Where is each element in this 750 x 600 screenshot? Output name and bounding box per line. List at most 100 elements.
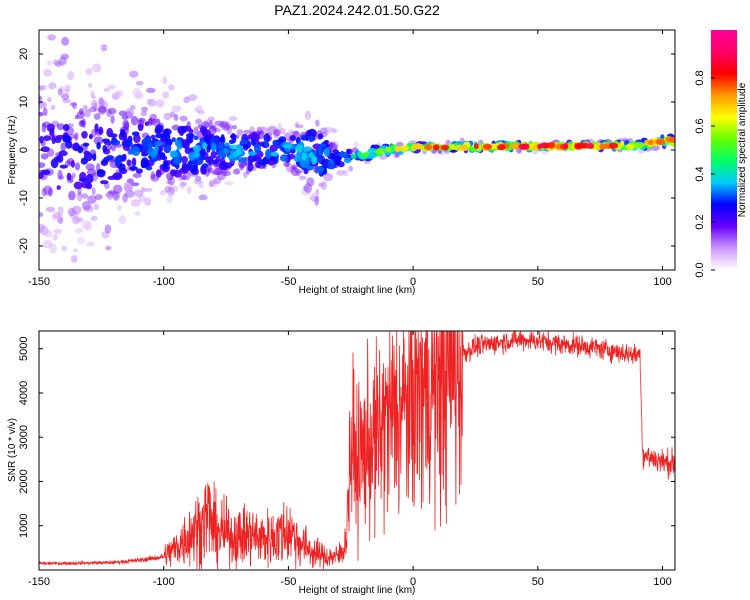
spectrogram-cell: [412, 143, 422, 150]
spectrogram-cell: [217, 150, 226, 158]
spectrogram-cell: [323, 172, 333, 182]
spectrogram-cell: [135, 80, 144, 86]
spectrogram-cell: [243, 129, 251, 134]
spectrogram-cell: [162, 76, 168, 85]
spectrogram-cell: [195, 118, 203, 125]
spectrogram-cell: [303, 169, 309, 175]
spectrogram-cell: [52, 233, 58, 241]
spectrogram-cell: [131, 182, 140, 187]
spectrogram-cell: [118, 163, 126, 171]
spectrogram-cell: [61, 245, 67, 252]
spectrogram-cell: [236, 129, 244, 136]
spectrogram-cell: [229, 139, 235, 145]
spectrogram-cell: [86, 241, 95, 247]
snr-x-ticks: -150 -100 -50 0 50 100: [28, 331, 672, 588]
spectrogram-cell: [200, 166, 208, 175]
spectrogram-cell: [96, 169, 106, 178]
spectrogram-cell: [166, 195, 173, 204]
spectrogram-cell: [47, 60, 52, 66]
spectrogram-cell: [47, 96, 52, 103]
spectrogram-cell: [77, 146, 84, 154]
spectrogram-cell: [187, 160, 194, 168]
spectrogram-cell: [154, 141, 164, 147]
y-tick-label: 10: [18, 96, 30, 108]
spectrogram-cell: [134, 211, 141, 216]
spectrogram-cell: [74, 227, 84, 234]
spectrogram-cell: [168, 84, 175, 91]
spectrogram-cell: [130, 105, 136, 110]
spectrogram-cell: [194, 175, 202, 182]
spectrogram-cell: [39, 135, 44, 144]
spectrogram-cell: [78, 120, 85, 127]
spectrogram-cell: [317, 146, 324, 157]
spectrogram-cell: [45, 206, 56, 212]
spectrogram-cell: [328, 159, 335, 167]
spectrogram-cell: [214, 120, 225, 126]
spectrogram-cell: [643, 139, 650, 146]
spectrogram-cell: [98, 126, 104, 135]
spectrogram-cell: [279, 128, 286, 135]
spectrogram-cell: [270, 151, 279, 157]
spectrogram-cell: [291, 164, 298, 170]
spectrogram-cell: [179, 127, 187, 132]
colorbar-tick-label: 0.4: [694, 166, 706, 181]
spectrogram-cell: [180, 175, 187, 180]
spectrogram-cell: [207, 116, 215, 121]
spectrogram-cell: [162, 91, 170, 99]
spectrogram-cell: [112, 172, 123, 181]
spectrogram-cell: [473, 143, 479, 150]
spectrogram-cell: [124, 139, 133, 148]
spectrogram-cell: [56, 123, 65, 131]
spectrogram-cell: [363, 151, 370, 158]
spectrogram-cell: [131, 157, 137, 167]
spectrogram-cell: [98, 97, 105, 108]
spectrogram-cell: [133, 189, 143, 197]
spectrogram-cell: [50, 104, 56, 110]
spectrogram-cell: [620, 140, 625, 147]
spectrogram-cell: [117, 204, 122, 212]
spectrogram-cell: [105, 245, 112, 251]
spectrogram-cell: [93, 136, 104, 145]
spectrogram-cell: [39, 85, 47, 91]
spectrogram-cell: [237, 157, 248, 163]
spectrogram-cell: [180, 181, 188, 187]
x-tick-label: -150: [28, 576, 50, 588]
spectrogram-cell: [315, 189, 320, 195]
x-tick-label: -100: [153, 576, 175, 588]
spectrogram-cell: [316, 154, 323, 162]
spectrogram-cell: [273, 155, 279, 164]
spectrogram-cell: [282, 143, 293, 149]
spectrogram-cell: [206, 144, 211, 153]
colorbar: 0.0 0.2 0.4 0.6 0.8 Normalized spectral ampl…: [694, 30, 748, 278]
y-tick-label: 0: [18, 147, 30, 153]
spectrogram-cell: [85, 68, 93, 76]
spectrogram-cell: [309, 152, 314, 158]
spectrogram-cell: [109, 133, 118, 138]
spectrogram-cell: [94, 123, 99, 132]
spectrogram-cell: [59, 164, 68, 169]
spectrogram-cell: [198, 194, 208, 201]
spectrogram-cell: [218, 161, 229, 171]
spectrogram-cell: [576, 142, 587, 149]
spectrogram-cell: [209, 179, 214, 188]
spectrogram-cell: [85, 182, 93, 190]
spectrogram-cell: [137, 123, 144, 132]
spectrogram-cell: [385, 146, 392, 153]
spectrogram-cell: [302, 146, 313, 152]
spectrogram-cell: [134, 91, 144, 100]
spectrogram-cell: [127, 183, 133, 191]
spectrogram-cell: [40, 169, 51, 175]
spectrogram-cell: [547, 141, 556, 148]
snr-line: [39, 331, 675, 570]
spectrogram-cell: [207, 155, 214, 166]
spectrogram-cell: [42, 135, 51, 142]
spectrogram-cell: [221, 123, 230, 131]
spectrogram-cell: [193, 135, 199, 141]
spectrogram-cell: [91, 95, 97, 100]
spectrogram-cell: [243, 171, 248, 179]
spectrogram-cell: [669, 136, 675, 143]
x-tick-label: 50: [532, 276, 544, 288]
spectrogram-cell: [319, 143, 327, 148]
spectrogram-cell: [97, 106, 107, 113]
